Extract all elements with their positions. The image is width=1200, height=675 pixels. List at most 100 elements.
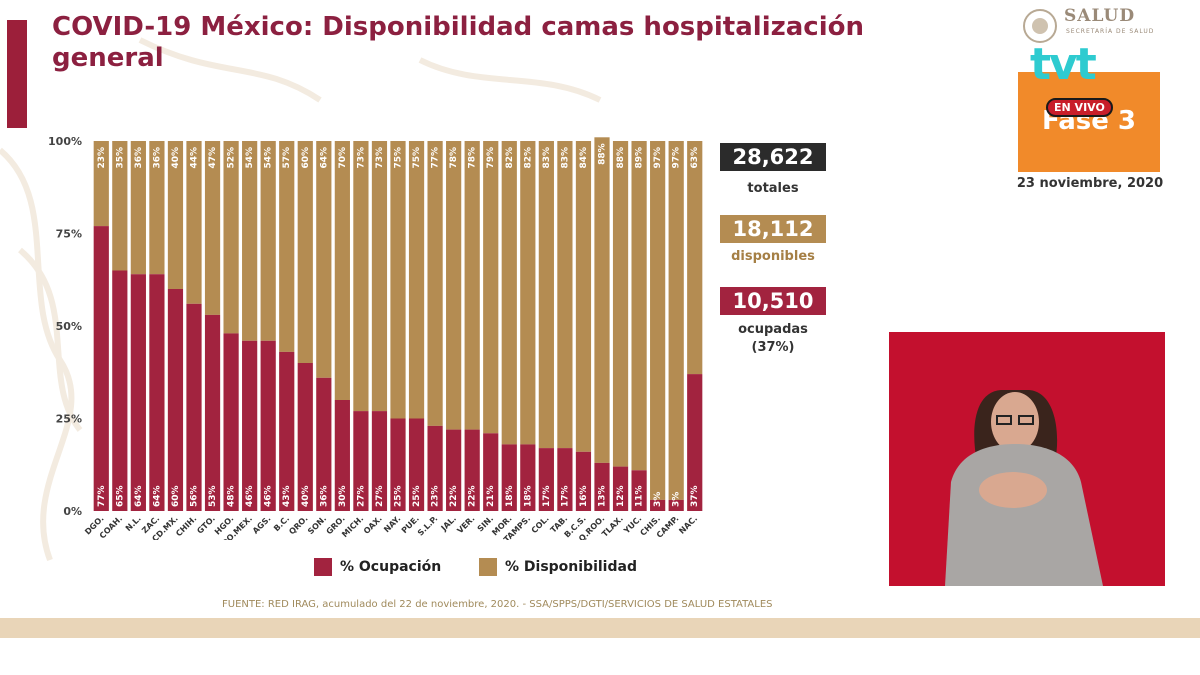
data-label-disponibilidad: 83% — [560, 147, 570, 169]
y-tick-label: 75% — [56, 228, 82, 241]
data-label-ocupacion: 23% — [431, 485, 441, 507]
bar-disponibilidad — [408, 141, 425, 419]
bar-disponibilidad — [130, 141, 146, 275]
disponibles-label: disponibles — [731, 249, 815, 264]
bar-ocupacion — [242, 340, 258, 511]
data-label-ocupacion: 11% — [635, 485, 645, 507]
data-label-disponibilidad: 73% — [356, 147, 366, 169]
x-tick-label: OAX. — [362, 514, 384, 536]
data-label-disponibilidad: 44% — [190, 147, 200, 169]
page-title: COVID-19 México: Disponibilidad camas ho… — [52, 12, 864, 73]
data-label-ocupacion: 13% — [598, 485, 608, 507]
bar-ocupacion — [668, 499, 684, 511]
data-label-ocupacion: 27% — [356, 485, 366, 507]
data-label-ocupacion: 37% — [690, 485, 700, 507]
totales-value: 28,622 — [720, 143, 826, 171]
bar-disponibilidad — [242, 141, 258, 341]
data-label-disponibilidad: 70% — [338, 147, 348, 169]
bottom-band — [0, 618, 1200, 638]
bar-disponibilidad — [631, 141, 647, 471]
bar-ocupacion — [483, 433, 499, 511]
bar-ocupacion — [538, 448, 554, 511]
x-tick-label: AGS. — [251, 514, 273, 536]
bar-disponibilidad — [167, 141, 184, 289]
x-tick-label: VER. — [455, 514, 476, 535]
accent-bar — [7, 20, 27, 128]
bar-ocupacion — [112, 270, 128, 511]
ocupadas-label: ocupadas — [738, 322, 808, 337]
legend-swatch-disponibilidad — [479, 558, 497, 576]
x-tick-label: S.L.P. — [416, 514, 440, 538]
bar-disponibilidad — [186, 141, 202, 304]
x-tick-label: TLAX. — [600, 514, 625, 539]
data-label-ocupacion: 22% — [449, 485, 459, 507]
data-label-ocupacion: 53% — [208, 485, 218, 507]
data-label-ocupacion: 25% — [412, 485, 422, 507]
legend-item-disponibilidad: % Disponibilidad — [479, 557, 637, 577]
bar-ocupacion — [650, 499, 666, 511]
bar-ocupacion — [93, 226, 109, 511]
en-vivo-badge: EN VIVO — [1046, 98, 1113, 117]
data-label-disponibilidad: 82% — [505, 147, 515, 169]
x-tick-label: N.L. — [124, 514, 143, 533]
data-label-ocupacion: 18% — [505, 485, 515, 507]
data-label-ocupacion: 3% — [653, 492, 663, 507]
bar-disponibilidad — [427, 141, 443, 426]
bar-disponibilidad — [687, 141, 703, 375]
tvt-logo: tvt — [1030, 39, 1097, 90]
bar-disponibilidad — [223, 141, 239, 334]
data-label-disponibilidad: 78% — [468, 147, 478, 169]
data-label-ocupacion: 77% — [97, 485, 107, 507]
bar-disponibilidad — [371, 141, 388, 412]
legend-item-ocupacion: % Ocupación — [314, 557, 441, 577]
data-label-disponibilidad: 57% — [282, 147, 292, 169]
bar-disponibilidad — [575, 141, 592, 452]
bar-disponibilidad — [612, 141, 629, 467]
bar-disponibilidad — [538, 141, 554, 449]
bar-ocupacion — [186, 303, 202, 511]
data-label-disponibilidad: 77% — [431, 147, 441, 169]
legend-label-ocupacion: % Ocupación — [340, 559, 442, 575]
bar-ocupacion — [334, 400, 350, 511]
data-label-disponibilidad: 63% — [690, 147, 700, 169]
data-label-ocupacion: 36% — [319, 485, 329, 507]
x-tick-label: NAC. — [677, 514, 699, 536]
bar-disponibilidad — [446, 141, 462, 430]
data-label-ocupacion: 27% — [375, 485, 385, 507]
x-tick-label: QRO. — [287, 514, 309, 536]
data-label-disponibilidad: 84% — [579, 147, 589, 169]
bar-ocupacion — [371, 411, 388, 511]
bar-ocupacion — [557, 448, 573, 511]
data-label-disponibilidad: 75% — [412, 147, 422, 169]
bar-ocupacion — [279, 351, 295, 511]
data-label-ocupacion: 46% — [264, 485, 274, 507]
bar-disponibilidad — [464, 141, 480, 430]
data-label-disponibilidad: 40% — [171, 147, 181, 169]
bar-ocupacion — [260, 340, 276, 511]
bar-ocupacion — [130, 274, 146, 511]
bar-disponibilidad — [316, 141, 332, 378]
data-label-ocupacion: 17% — [560, 485, 570, 507]
ocupadas-percent: (37%) — [751, 340, 795, 355]
data-label-ocupacion: 46% — [245, 485, 255, 507]
data-label-disponibilidad: 35% — [115, 147, 125, 169]
ocupadas-value: 10,510 — [720, 287, 826, 315]
x-tick-label: CHIH. — [174, 514, 198, 538]
data-label-ocupacion: 56% — [190, 485, 200, 507]
data-label-disponibilidad: 89% — [635, 147, 645, 169]
bar-disponibilidad — [483, 141, 499, 434]
x-tick-label: COL. — [530, 514, 551, 535]
legend-label-disponibilidad: % Disponibilidad — [505, 559, 637, 575]
bar-ocupacion — [390, 418, 406, 511]
bar-disponibilidad — [501, 141, 517, 445]
watermark-ornament — [0, 37, 602, 562]
bar-ocupacion — [612, 466, 629, 511]
bar-ocupacion — [446, 429, 462, 511]
data-label-disponibilidad: 64% — [319, 147, 329, 169]
report-date: 23 noviembre, 2020 — [1016, 176, 1164, 191]
data-label-ocupacion: 64% — [152, 485, 162, 507]
bar-disponibilidad — [650, 141, 666, 500]
data-label-ocupacion: 64% — [134, 485, 144, 507]
data-label-disponibilidad: 73% — [375, 147, 385, 169]
